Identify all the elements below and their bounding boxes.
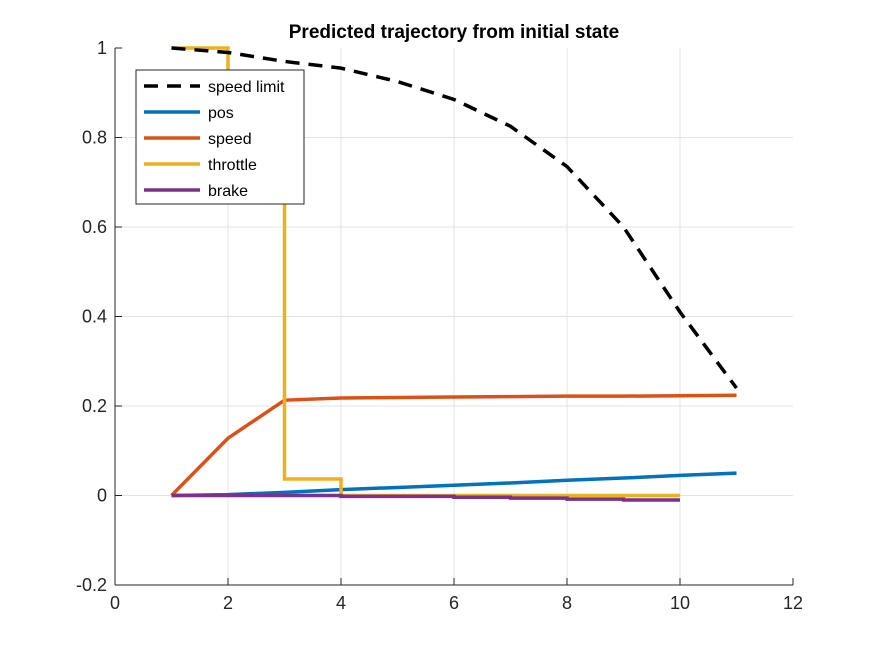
y-tick-label: 0 [97, 486, 107, 506]
series-line-speed-limit [171, 46, 738, 390]
legend: speed limit pos speed throttle brake [135, 69, 305, 205]
x-tick-label: 12 [783, 593, 803, 613]
y-tick-label: 0.2 [82, 396, 107, 416]
series-line-pos [171, 471, 737, 498]
y-tick-label: 0.6 [82, 217, 107, 237]
y-tick-label: 0.8 [82, 128, 107, 148]
y-tick-label: -0.2 [76, 575, 107, 595]
tick-labels: 0 2 4 6 8 10 12-0.200.20.40.60.81 [76, 38, 803, 613]
x-tick-label: 0 [110, 593, 120, 613]
legend-label-brake: brake [208, 183, 248, 200]
legend-label-pos: pos [208, 105, 234, 122]
x-tick-label: 2 [223, 593, 233, 613]
series-line-brake [171, 493, 680, 502]
legend-label-throttle: throttle [208, 157, 257, 174]
chart-title: Predicted trajectory from initial state [289, 22, 620, 43]
series-line-speed [170, 393, 737, 497]
x-tick-label: 8 [562, 593, 572, 613]
x-tick-label: 6 [449, 593, 459, 613]
x-tick-label: 4 [336, 593, 346, 613]
axes [114, 47, 794, 586]
y-tick-label: 1 [97, 38, 107, 58]
legend-label-speed-limit: speed limit [208, 79, 285, 96]
x-tick-label: 10 [670, 593, 690, 613]
y-tick-label: 0.4 [82, 307, 107, 327]
legend-label-speed: speed [208, 131, 252, 148]
